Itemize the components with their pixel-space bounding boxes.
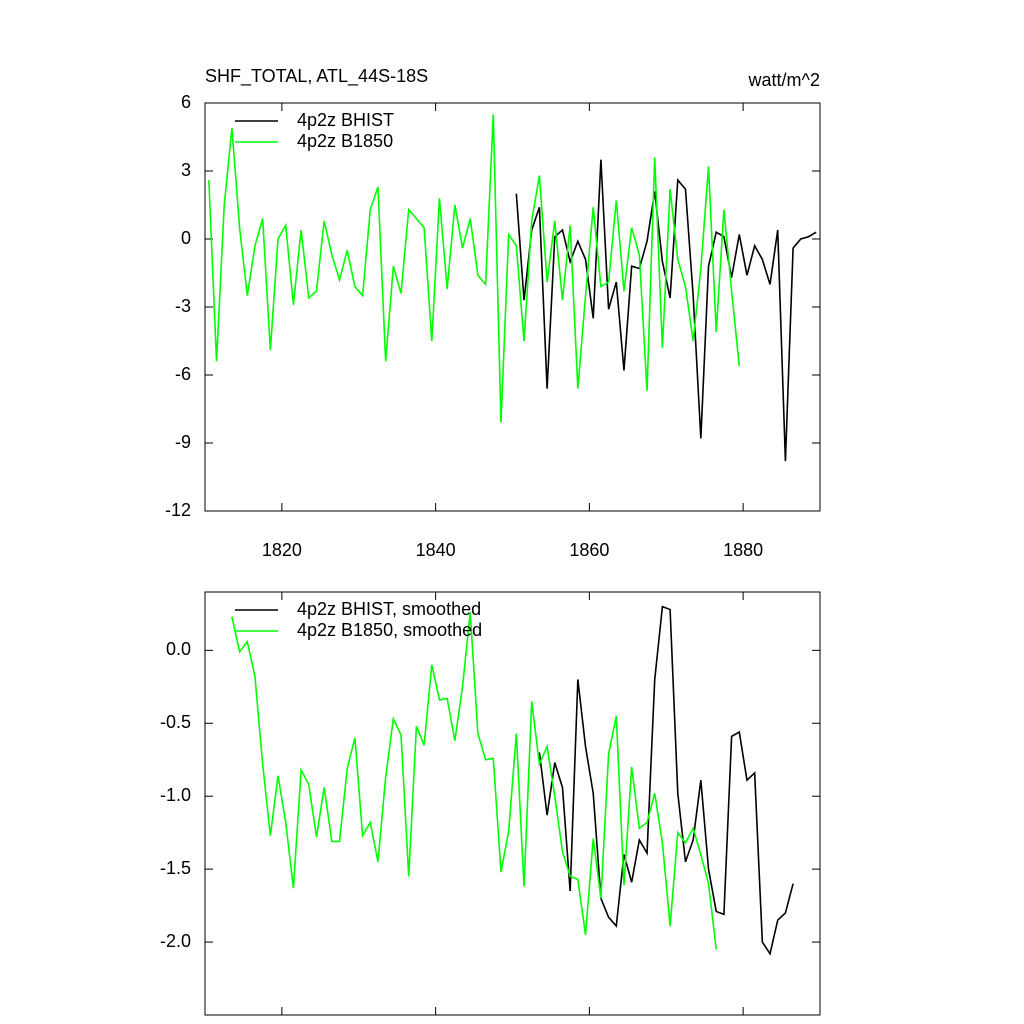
x-tick-label: 1860 [569,540,609,560]
legend-label: 4p2z B1850 [297,131,393,151]
y-units: watt/m^2 [748,70,820,90]
y-tick-label: -1.0 [160,785,191,805]
y-tick-label: -2.0 [160,931,191,951]
legend-label: 4p2z BHIST, smoothed [297,599,481,619]
x-tick-label: 1880 [723,540,763,560]
legend-label: 4p2z B1850, smoothed [297,620,482,640]
data-line [515,159,817,462]
y-tick-label: 0 [181,228,191,248]
y-tick-label: -3 [175,296,191,316]
y-tick-label: 6 [181,92,191,112]
legend-label: 4p2z BHIST [297,110,394,130]
plot-frame [204,591,821,1016]
y-tick-label: -9 [175,432,191,452]
data-line [538,605,794,956]
y-tick-label: -1.5 [160,858,191,878]
y-tick-label: 3 [181,160,191,180]
plot-frame [204,102,821,512]
chart-title: SHF_TOTAL, ATL_44S-18S [205,66,428,87]
y-tick-label: -0.5 [160,712,191,732]
y-tick-label: -12 [165,500,191,520]
x-tick-label: 1820 [262,540,302,560]
y-tick-label: -6 [175,364,191,384]
data-line [231,612,718,950]
data-line [208,114,741,423]
y-tick-label: 0.0 [166,639,191,659]
x-tick-label: 1840 [416,540,456,560]
